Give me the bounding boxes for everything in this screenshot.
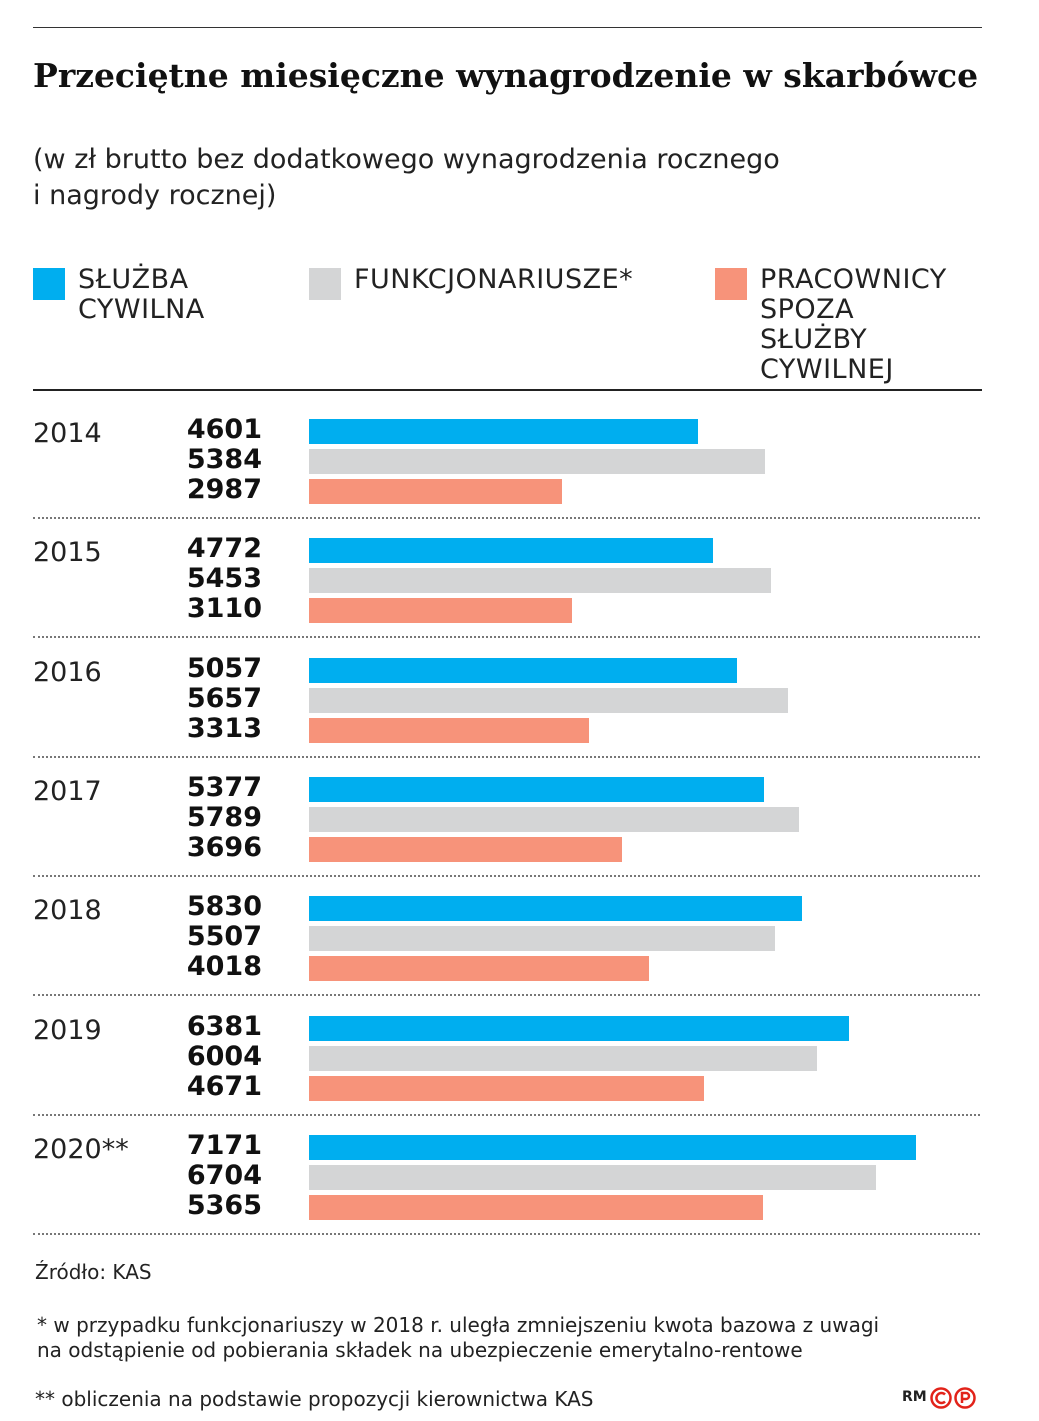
bar [309,598,573,624]
footnote-2: ** obliczenia na podstawie propozycji ki… [35,1387,594,1411]
bar [309,687,788,713]
value-label: 4671 [186,1070,262,1102]
group-separator [33,517,980,519]
bar [309,1075,705,1101]
year-label: 2016 [33,656,102,688]
legend-swatch [309,268,341,300]
value-label: 3313 [186,712,262,744]
value-label: 5057 [186,652,262,684]
bar [309,926,776,952]
bar [309,956,650,982]
year-label: 2018 [33,895,102,927]
value-label: 5365 [186,1189,262,1221]
group-separator [33,636,980,639]
source-note: Źródło: KAS [35,1260,152,1284]
bar [309,1134,916,1160]
value-label: 3110 [186,593,262,625]
cp-logo-icon [930,1387,976,1409]
year-label: 2015 [33,537,102,569]
bar [309,1164,877,1190]
legend-label: PRACOWNICY SPOZA SŁUŻBY CYWILNEJ [760,264,947,385]
bar [309,896,803,922]
group-separator [33,755,980,758]
legend-swatch [33,268,65,300]
value-label: 5384 [186,444,262,475]
bar [309,1194,764,1220]
legend-swatch [715,268,747,300]
value-label: 5830 [186,891,262,923]
author-credit: RM [902,1389,927,1405]
bar [309,717,590,743]
bar [309,538,713,564]
value-label: 4772 [186,533,262,565]
value-label: 2987 [186,474,262,505]
value-label: 5453 [186,563,262,595]
bar [309,1045,818,1071]
value-label: 5377 [186,771,262,803]
chart-subtitle: (w zł brutto bez dodatkowego wynagrodzen… [33,144,780,211]
top-rule [33,27,982,28]
chart-title: Przeciętne miesięczne wynagrodzenie w sk… [33,56,979,95]
bar [309,1015,850,1041]
group-separator [33,1113,980,1116]
year-label: 2020** [33,1133,129,1165]
value-label: 6704 [186,1159,262,1191]
bar [309,836,622,862]
legend-label: SŁUŻBA CYWILNA [78,264,205,325]
bar [309,568,771,594]
legend-label: FUNKCJONARIUSZE* [354,264,634,295]
value-label: 6381 [186,1010,262,1042]
value-label: 4018 [186,951,262,983]
year-label: 2019 [33,1014,102,1046]
bar [309,419,699,444]
value-label: 7171 [186,1129,262,1161]
value-label: 5507 [186,921,262,953]
value-label: 5789 [186,801,262,833]
bar [309,806,800,832]
footnote-1: * w przypadku funkcjonariuszy w 2018 r. … [37,1313,880,1362]
bar [309,657,738,683]
bar [309,449,765,474]
bar [309,776,765,802]
legend-rule [33,389,982,391]
year-label: 2014 [33,418,102,449]
group-separator [33,874,980,877]
value-label: 6004 [186,1040,262,1072]
group-separator [33,1232,980,1235]
value-label: 3696 [186,831,262,863]
bar [309,479,562,504]
group-separator [33,994,980,997]
year-label: 2017 [33,775,102,807]
value-label: 4601 [186,414,262,445]
value-label: 5657 [186,682,262,714]
